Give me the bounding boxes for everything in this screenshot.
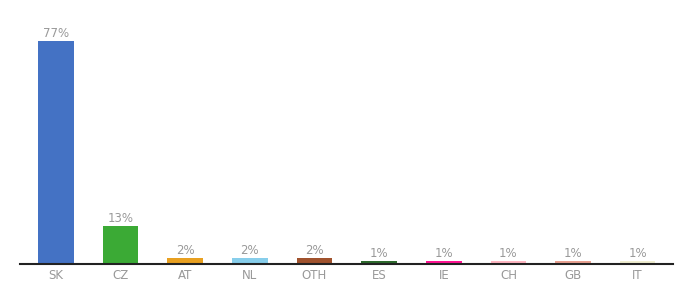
Bar [426,261,462,264]
Text: 2%: 2% [241,244,259,257]
Bar [103,226,138,264]
Bar [38,41,73,264]
Text: 1%: 1% [564,247,582,260]
Text: 2%: 2% [305,244,324,257]
Text: 1%: 1% [628,247,647,260]
Text: 2%: 2% [176,244,194,257]
Text: 1%: 1% [435,247,453,260]
Bar [620,261,656,264]
Bar [361,261,397,264]
Bar [556,261,591,264]
Text: 13%: 13% [107,212,133,225]
Text: 1%: 1% [499,247,517,260]
Text: 77%: 77% [43,27,69,40]
Bar [490,261,526,264]
Bar [296,258,333,264]
Text: 1%: 1% [370,247,388,260]
Bar [167,258,203,264]
Bar [232,258,268,264]
